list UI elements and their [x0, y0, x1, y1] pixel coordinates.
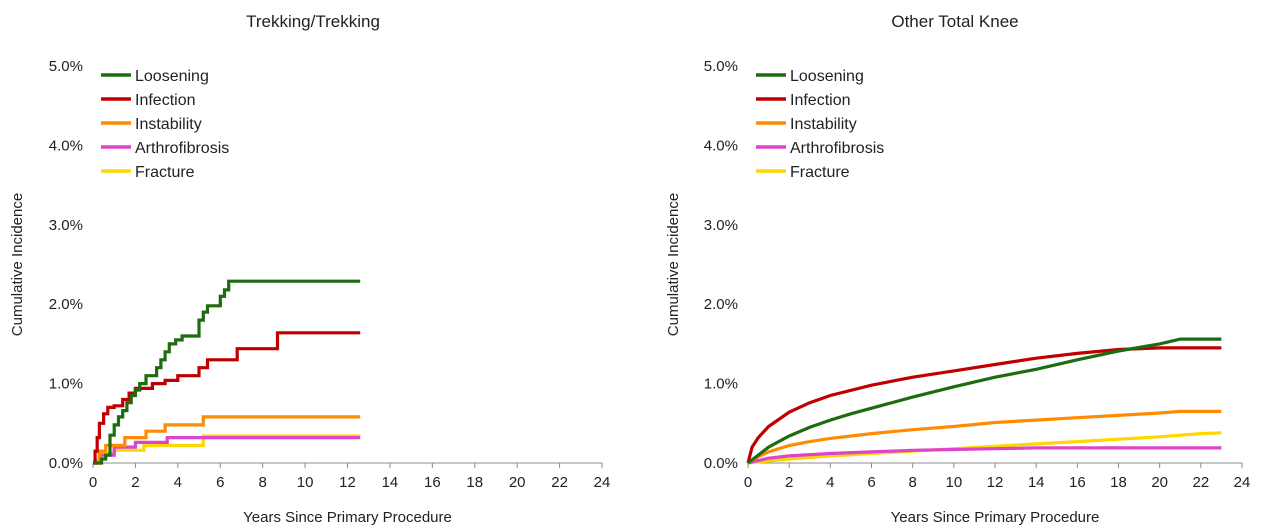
- series-line-fracture: [93, 434, 361, 465]
- x-tick-label: 14: [382, 474, 399, 491]
- x-tick-label: 0: [89, 474, 97, 491]
- x-tick-label: 22: [551, 474, 568, 491]
- series-line-arthrofibrosis: [747, 446, 1222, 465]
- y-axis-label: Cumulative Incidence: [665, 193, 682, 336]
- series-line-loosening: [93, 279, 361, 465]
- chart-title: Other Total Knee: [891, 12, 1018, 31]
- y-tick-label: 2.0%: [704, 296, 738, 313]
- x-tick-label: 20: [509, 474, 526, 491]
- x-tick-label: 12: [339, 474, 356, 491]
- series-line-fracture: [747, 431, 1222, 465]
- x-tick-label: 12: [987, 474, 1004, 491]
- chart-other-total-knee: Other Total Knee Cumulative Incidence Year…: [665, 12, 1251, 526]
- x-tick-label: 16: [424, 474, 441, 491]
- x-tick-label: 18: [466, 474, 483, 491]
- y-tick-label: 5.0%: [49, 58, 83, 75]
- y-tick-label: 0.0%: [49, 455, 83, 472]
- x-tick-label: 24: [1234, 474, 1251, 491]
- x-tick-label: 20: [1151, 474, 1168, 491]
- series-line-infection: [746, 346, 1222, 464]
- x-tick-label: 4: [174, 474, 182, 491]
- chart-title: Trekking/Trekking: [246, 12, 380, 31]
- legend-label-arthrofibrosis: Arthrofibrosis: [790, 140, 884, 157]
- legend-label-fracture: Fracture: [135, 164, 195, 181]
- legend-label-instability: Instability: [790, 116, 857, 133]
- x-tick-label: 8: [908, 474, 916, 491]
- x-tick-label: 8: [258, 474, 266, 491]
- y-tick-label: 0.0%: [704, 455, 738, 472]
- x-tick-label: 6: [216, 474, 224, 491]
- series-line-infection: [93, 331, 361, 465]
- chart-trekking: Trekking/Trekking Cumulative Incidence Yea…: [9, 12, 611, 526]
- x-tick-label: 0: [744, 474, 752, 491]
- legend-label-fracture: Fracture: [790, 164, 850, 181]
- series-line-instability: [93, 415, 361, 465]
- y-tick-label: 1.0%: [49, 376, 83, 393]
- y-tick-label: 4.0%: [49, 137, 83, 154]
- x-tick-label: 16: [1069, 474, 1086, 491]
- chart-panel-trekking: Trekking/Trekking Cumulative Incidence Yea…: [9, 12, 611, 526]
- legend-label-infection: Infection: [790, 92, 850, 109]
- y-tick-label: 5.0%: [704, 58, 738, 75]
- x-axis-label: Years Since Primary Procedure: [891, 509, 1100, 526]
- y-tick-label: 3.0%: [704, 217, 738, 234]
- y-tick-label: 3.0%: [49, 217, 83, 234]
- x-axis-label: Years Since Primary Procedure: [243, 509, 452, 526]
- legend-label-loosening: Loosening: [135, 68, 209, 85]
- legend-label-infection: Infection: [135, 92, 195, 109]
- x-tick-label: 10: [945, 474, 962, 491]
- legend-label-instability: Instability: [135, 116, 202, 133]
- x-tick-label: 4: [826, 474, 834, 491]
- x-tick-label: 6: [867, 474, 875, 491]
- y-tick-label: 4.0%: [704, 137, 738, 154]
- x-tick-label: 24: [594, 474, 611, 491]
- legend-label-arthrofibrosis: Arthrofibrosis: [135, 140, 229, 157]
- y-axis-label: Cumulative Incidence: [9, 193, 26, 336]
- x-tick-label: 22: [1192, 474, 1209, 491]
- series-line-instability: [747, 409, 1222, 465]
- x-tick-label: 2: [131, 474, 139, 491]
- x-tick-label: 14: [1028, 474, 1045, 491]
- series-line-loosening: [747, 337, 1222, 465]
- y-tick-label: 1.0%: [704, 376, 738, 393]
- x-tick-label: 2: [785, 474, 793, 491]
- chart-panel-other-total-knee: Other Total Knee Cumulative Incidence Year…: [640, 0, 1279, 529]
- legend-label-loosening: Loosening: [790, 68, 864, 85]
- x-tick-label: 18: [1110, 474, 1127, 491]
- x-tick-label: 10: [297, 474, 314, 491]
- y-tick-label: 2.0%: [49, 296, 83, 313]
